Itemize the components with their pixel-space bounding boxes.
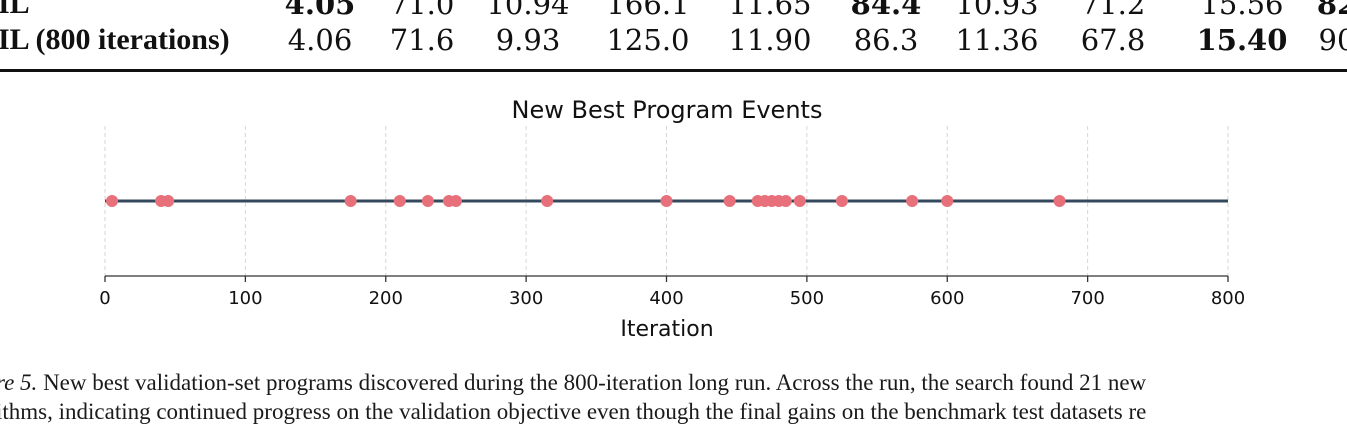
table-bottom-rule	[0, 69, 1347, 72]
chart-title: New Best Program Events	[512, 96, 823, 124]
table-cell: 71.2	[1080, 0, 1146, 21]
table-cell: 11.36	[955, 23, 1039, 57]
table-cell: 15.40	[1196, 23, 1288, 57]
table-cell: 67.8	[1080, 23, 1146, 57]
table-cell: 9.93	[495, 23, 561, 57]
caption-label: re 5.	[0, 370, 38, 395]
table-cell: 125.0	[606, 23, 690, 57]
event-point	[941, 195, 954, 207]
event-point	[723, 195, 736, 207]
x-tick-label: 300	[509, 288, 543, 309]
caption-text-2: ithms, indicating continued progress on …	[0, 399, 1147, 424]
table-cell: 71.6	[389, 23, 455, 57]
event-point	[106, 195, 119, 207]
x-tick-label: 800	[1211, 288, 1245, 309]
x-tick-label: 400	[649, 288, 683, 309]
chart-svg: New Best Program Events 0 100 200 300 400 500…	[99, 96, 1245, 342]
table-cell: 82	[1316, 0, 1347, 21]
x-tick-label: 500	[790, 288, 824, 309]
event-point	[344, 195, 357, 207]
caption-line-1: re 5. New best validation-set programs d…	[0, 368, 1347, 397]
results-table: IL 4.05 71.0 10.94 166.1 11.65 84.4 10.9…	[0, 0, 1347, 80]
x-axis-label: Iteration	[620, 317, 713, 342]
x-tick-label: 0	[99, 288, 110, 309]
figure-caption: re 5. New best validation-set programs d…	[0, 368, 1347, 426]
event-point	[393, 195, 406, 207]
caption-text-1: New best validation-set programs discove…	[43, 370, 1147, 395]
event-points	[106, 195, 1066, 207]
event-point	[779, 195, 792, 207]
x-axis-ticks: 0 100 200 300 400 500 600 700 800	[99, 276, 1245, 309]
table-cell: 86.3	[853, 23, 919, 57]
row-label: IL (800 iterations)	[0, 23, 230, 56]
table-cell: 10.94	[486, 0, 570, 21]
table-cell: 15.56	[1200, 0, 1284, 21]
x-tick-label: 600	[930, 288, 964, 309]
event-point	[835, 195, 848, 207]
grid-lines	[104, 126, 1229, 276]
event-point	[541, 195, 554, 207]
x-tick-label: 700	[1070, 288, 1104, 309]
table-cell: 11.90	[728, 23, 812, 57]
event-point	[1053, 195, 1066, 207]
event-point	[906, 195, 919, 207]
event-point	[449, 195, 462, 207]
table-row: IL (800 iterations) 4.06 71.6 9.93 125.0…	[0, 22, 1347, 58]
table-cell: 166.1	[606, 0, 690, 21]
event-point	[660, 195, 673, 207]
event-point	[793, 195, 806, 207]
table-cell: 90	[1318, 23, 1347, 57]
x-tick-label: 100	[228, 288, 262, 309]
table-cell: 11.65	[728, 0, 812, 21]
table-cell: 4.05	[284, 0, 356, 21]
table-cell: 10.93	[955, 0, 1039, 21]
row-label: IL	[0, 0, 30, 20]
table-cell: 4.06	[287, 23, 353, 57]
event-chart: New Best Program Events 0 100 200 300 400 500…	[0, 88, 1347, 350]
event-point	[421, 195, 434, 207]
x-tick-label: 200	[369, 288, 403, 309]
table-cell: 84.4	[850, 0, 922, 21]
table-row: IL 4.05 71.0 10.94 166.1 11.65 84.4 10.9…	[0, 0, 1347, 22]
event-point	[162, 195, 175, 207]
table-cell: 71.0	[389, 0, 455, 21]
